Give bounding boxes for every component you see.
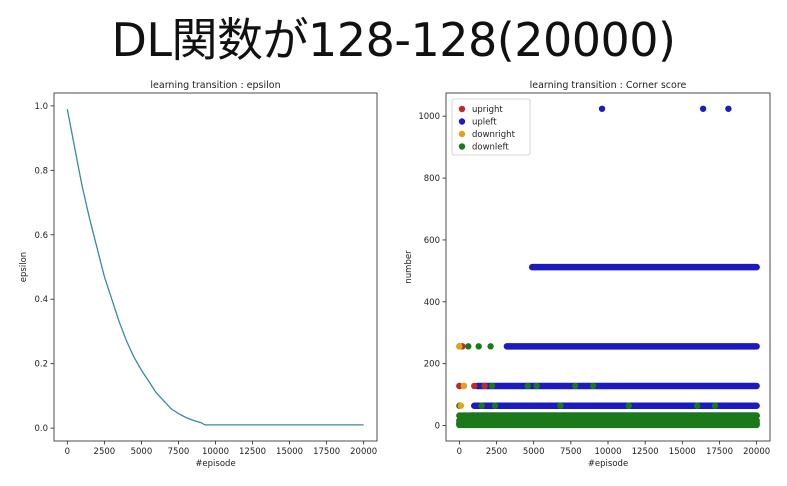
y-tick-label: 0 [435,422,440,432]
legend-marker-downright [458,130,466,138]
x-tick-label: 17500 [313,447,340,457]
downleft-point [524,382,531,390]
corner-chart-title: learning transition : Corner score [530,80,687,91]
downleft-point [572,382,579,390]
y-tick-label: 0.8 [34,166,48,176]
downleft-point [533,382,540,390]
x-tick-label: 5000 [131,447,153,457]
corner-score-chart: 0 2500 5000 7500 10000 12500 15000 17500 20000 0 2… [418,92,771,457]
slide-title: DL関数が128-128(20000) [111,13,676,67]
legend-label-upleft: upleft [472,118,497,128]
epsilon-y-axis-label: epsilon [19,252,29,282]
x-tick-label: 2500 [94,447,116,457]
x-tick-label: 0 [65,447,70,457]
x-tick-label: 12500 [239,447,266,457]
legend-marker-upleft [458,118,466,125]
legend-label-upright: upright [472,105,503,115]
x-tick-label: 0 [457,447,462,457]
downleft-point [557,402,564,409]
x-tick-label: 7500 [168,447,190,457]
y-tick-label: 0.6 [34,231,48,241]
downright-point [457,402,465,409]
upright-point [481,382,488,390]
downleft-point [488,382,496,390]
x-tick-label: 7500 [560,447,582,457]
x-tick-label: 10000 [594,447,621,457]
downright-point [460,382,468,390]
downleft-point [491,402,499,409]
y-tick-label: 0.2 [34,360,48,370]
x-tick-label: 15000 [276,447,303,457]
x-tick-label: 5000 [523,447,545,457]
downleft-point [465,343,472,350]
legend-box [451,98,531,156]
y-tick-label: 1.0 [34,102,48,112]
corner-y-axis-label: number [404,250,414,284]
x-tick-label: 12500 [632,447,659,457]
downright-point [456,343,463,350]
y-tick-label: 0.4 [34,295,48,305]
x-tick-label: 20000 [743,447,770,457]
y-tick-label: 200 [424,360,440,370]
downleft-point [475,343,482,350]
legend-marker-upright [458,105,466,113]
epsilon-line [66,108,364,426]
upright-point [471,382,478,390]
x-tick-label: 10000 [202,447,229,457]
epsilon-x-axis-label: #episode [195,459,235,469]
upleft-point [598,105,606,112]
legend-marker-downleft [458,143,466,150]
upleft-point [699,105,707,112]
downleft-point [625,402,633,409]
downleft-point [487,343,494,350]
y-tick-label: 1000 [418,112,440,122]
legend-label-downright: downright [472,130,516,140]
x-tick-label: 17500 [706,447,733,457]
y-tick-label: 400 [424,298,440,308]
epsilon-chart: 0 2500 5000 7500 10000 12500 15000 17500 20000 0.… [34,92,378,457]
y-tick-label: 600 [424,236,440,246]
x-tick-label: 2500 [486,447,508,457]
corner-x-axis-label: #episode [588,459,628,469]
x-tick-label: 15000 [669,447,696,457]
epsilon-chart-title: learning transition : epsilon [150,80,280,91]
y-tick-label: 800 [424,174,440,184]
legend-label-downleft: downleft [472,143,509,153]
upleft-point [725,105,732,112]
downleft-point [711,402,719,409]
downleft-point [693,402,701,409]
x-tick-label: 20000 [350,447,377,457]
upright-point [456,382,463,390]
downleft-point [589,382,597,390]
downleft-point [478,402,485,409]
y-tick-label: 0.0 [34,424,48,434]
